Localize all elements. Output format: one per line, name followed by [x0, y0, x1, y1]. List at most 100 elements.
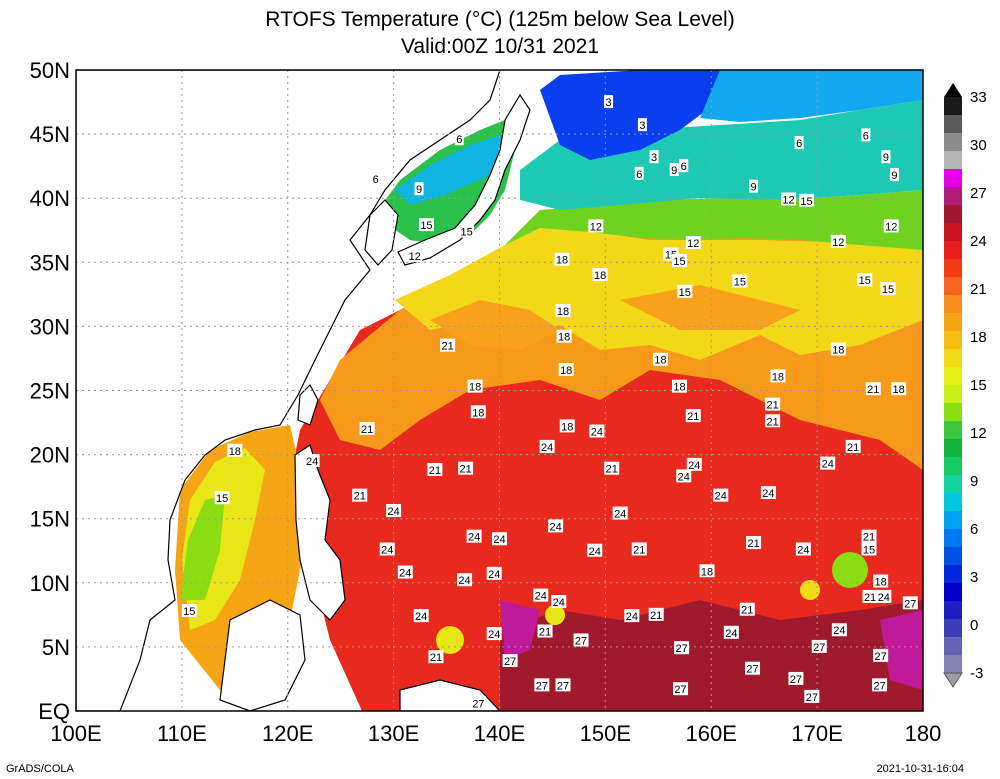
contour-label: 21 — [864, 592, 876, 604]
lat-tick-label: 5N — [42, 635, 70, 660]
colorbar-segment — [944, 511, 962, 530]
contour-label: 15 — [800, 196, 812, 208]
contour-label-bg — [592, 268, 608, 282]
contour-label-bg — [674, 641, 690, 655]
contour-label: 24 — [878, 592, 890, 604]
colorbar-label: 33 — [970, 89, 987, 106]
lon-tick-label: 140E — [474, 721, 525, 746]
contour-label-bg — [648, 607, 664, 621]
contour-label-bg — [371, 171, 381, 185]
contour-label: 21 — [867, 384, 879, 396]
colorbar-label: 3 — [970, 569, 978, 586]
contour-label-bg — [556, 329, 572, 343]
lat-tick-label: 30N — [30, 314, 70, 339]
contour-label: 18 — [472, 407, 484, 419]
eq-spot — [800, 580, 820, 600]
contour-label: 27 — [674, 684, 686, 696]
contour-label: 9 — [883, 152, 889, 164]
contour-label-bg — [745, 661, 761, 675]
contour-label-bg — [214, 491, 230, 505]
contour-label-bg — [830, 342, 846, 356]
contour-label: 9 — [751, 182, 757, 194]
contour-label: 15 — [461, 227, 473, 239]
contour-label: 24 — [415, 611, 427, 623]
contour-label: 27 — [675, 643, 687, 655]
plot-frame — [75, 69, 924, 712]
orange-patch-a — [430, 300, 560, 350]
contour-label-bg — [723, 625, 739, 639]
colorbar-segment — [944, 295, 962, 314]
contour-label: 18 — [875, 577, 887, 589]
contour-label: 24 — [591, 427, 603, 439]
contour-label: 18 — [594, 270, 606, 282]
contour-label: 27 — [904, 598, 916, 610]
lat-tick-label: 20N — [30, 443, 70, 468]
eq-spot — [832, 552, 868, 588]
contour-label-bg — [671, 379, 687, 393]
contour-label-bg — [686, 457, 702, 471]
lat-tick-label: EQ — [38, 699, 70, 724]
contour-label-bg — [555, 678, 571, 692]
contour-label: 24 — [715, 491, 727, 503]
land-korea — [364, 199, 399, 266]
contour-label-bg — [352, 488, 368, 502]
contour-label-bg — [676, 469, 692, 483]
contour-label: 21 — [361, 424, 373, 436]
contour-label-bg — [458, 461, 474, 475]
contour-label: 21 — [633, 544, 645, 556]
contour-label: 18 — [654, 355, 666, 367]
contour-label: 27 — [875, 651, 887, 663]
contour-label-bg — [820, 456, 836, 470]
contour-label-bg — [181, 604, 197, 618]
contour-label-bg — [459, 224, 475, 238]
contour-label-bg — [454, 132, 464, 146]
contour-label: 27 — [873, 680, 885, 692]
contour-label: 15 — [859, 275, 871, 287]
lon-tick-label: 110E — [157, 721, 207, 746]
longitude-axis: 100E 110E 120E 130E 140E 150E 160E 170E 180 — [50, 721, 941, 746]
colorbar-segment — [944, 97, 962, 116]
contour-label: 24 — [762, 488, 774, 500]
contour-label: 24 — [458, 575, 470, 587]
contour-label: 21 — [430, 652, 442, 664]
contour-label-bg — [537, 624, 553, 638]
contour-label: 27 — [790, 674, 802, 686]
lat-tick-label: 25N — [30, 379, 70, 404]
contour-label-bg — [470, 405, 486, 419]
contour-label: 18 — [558, 332, 570, 344]
contour-label: 12 — [832, 237, 844, 249]
contour-label: 21 — [687, 411, 699, 423]
cold-northeast — [700, 70, 923, 122]
contour-label-bg — [880, 282, 896, 296]
contour-label-bg — [861, 542, 877, 556]
land-taiwan — [297, 384, 319, 426]
contour-label-bg — [732, 274, 748, 288]
contour-label-bg — [539, 439, 555, 453]
colorbar-segment — [944, 241, 962, 260]
contour-label: 24 — [399, 568, 411, 580]
lon-tick-label: 160E — [686, 721, 737, 746]
contour-label: 18 — [469, 382, 481, 394]
contour-label-bg — [861, 529, 877, 543]
contour-label-bg — [440, 338, 456, 352]
contour-label-bg — [865, 382, 881, 396]
contour-label: 6 — [796, 138, 802, 150]
contour-label: 24 — [833, 625, 845, 637]
contour-label-bg — [788, 671, 804, 685]
contour-label-bg — [699, 564, 715, 578]
lon-tick-label: 100E — [50, 721, 101, 746]
colorbar-segment — [944, 565, 962, 584]
contour-label-bg — [558, 362, 574, 376]
contour-label: 24 — [541, 442, 553, 454]
contour-label-bg — [457, 573, 473, 587]
contour-label-bg — [739, 602, 755, 616]
contour-label-bg — [555, 304, 571, 318]
contour-label-bg — [685, 409, 701, 423]
contour-label-bg — [861, 128, 871, 142]
colorbar-label: 30 — [970, 137, 987, 154]
colorbar-label: 0 — [970, 617, 978, 634]
contour-label: 3 — [651, 152, 657, 164]
contour-label-bg — [634, 166, 644, 180]
